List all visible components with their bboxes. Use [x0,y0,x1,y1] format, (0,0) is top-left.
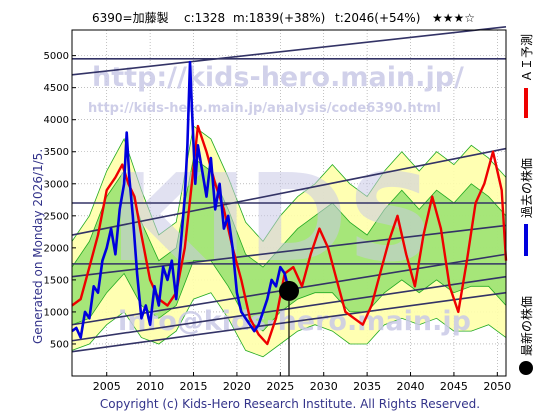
x-tick-label: 2040 [397,380,425,393]
x-tick-label: 2005 [93,380,121,393]
trend-line [71,147,507,236]
header-current-price: c:1328 [184,11,225,25]
y-tick-label: 500 [50,339,69,350]
watermark-big-text: KIDS [110,150,434,289]
y-tick-label: 4000 [44,115,69,126]
x-tick-label: 2010 [136,380,164,393]
legend: 最新の株価 過去の株価 ＡＩ予測 [519,34,534,375]
legend-past-label: 過去の株価 [519,158,534,218]
x-tick-label: 2045 [440,380,468,393]
header-target: t:2046(+54%) [335,11,420,25]
x-tick-label: 2050 [483,380,511,393]
y-tick-label: 2000 [44,243,69,254]
latest-price-marker [279,280,299,301]
x-tick-label: 2015 [180,380,208,393]
header-mid-target: m:1839(+38%) [233,11,325,25]
y-tick-label: 1000 [44,307,69,318]
y-tick-label: 3500 [44,147,69,158]
x-tick-label: 2035 [353,380,381,393]
header-code-name: 6390=加藤製 [92,11,169,25]
x-tick-label: 2020 [223,380,251,393]
watermark-url-analysis: http://kids-hero.main.jp/analysis/code63… [88,101,441,116]
legend-latest-label: 最新の株価 [519,296,534,356]
x-tick-label: 2025 [266,380,294,393]
plot-frame [71,29,507,377]
price-series [71,60,508,376]
header-rating-stars: ★★★☆ [432,11,475,25]
legend-latest-marker [519,361,533,375]
y-tick-label: 5000 [44,51,69,62]
copyright-footer: Copyright (c) Kids-Hero Research Institu… [100,397,480,411]
y-tick-label: 3000 [44,179,69,190]
y-tick-label: 1500 [44,275,69,286]
trend-line [71,224,507,278]
past-price-line [71,60,291,339]
watermark-url-main: http://kids-hero.main.jp/ [92,62,464,93]
x-tick-label: 2030 [310,380,338,393]
axes: 2005 2010 2015 2020 2025 2030 2035 2040 2045 2050… [44,51,512,393]
legend-ai-label: ＡＩ予測 [520,34,534,82]
generated-note: Generated on Monday 2026/1/5. [31,149,45,344]
y-tick-label: 4500 [44,83,69,94]
trend-line [71,26,507,76]
y-tick-label: 2500 [44,211,69,222]
